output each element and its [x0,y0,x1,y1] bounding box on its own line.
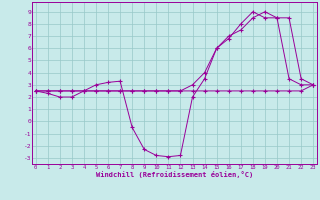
X-axis label: Windchill (Refroidissement éolien,°C): Windchill (Refroidissement éolien,°C) [96,171,253,178]
